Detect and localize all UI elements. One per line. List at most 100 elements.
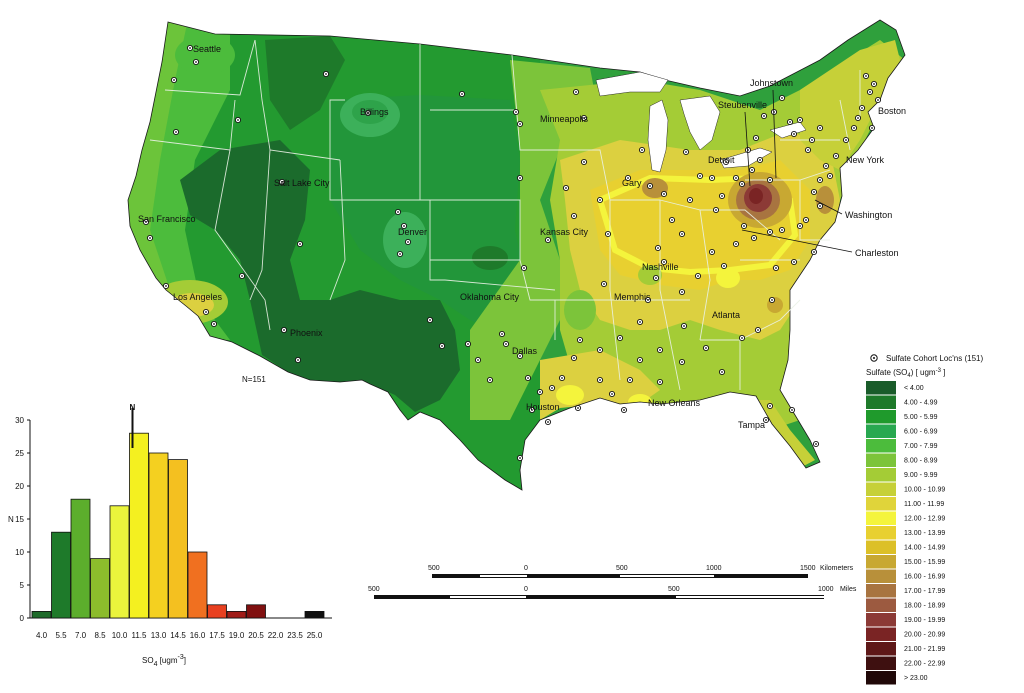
site-marker <box>528 406 536 414</box>
city-label-denver: Denver <box>398 227 427 237</box>
site-marker <box>870 80 878 88</box>
site-marker <box>790 130 798 138</box>
legend-class-label: 13.00 - 13.99 <box>904 530 945 537</box>
site-marker <box>580 158 588 166</box>
legend-class-label: 8.00 - 8.99 <box>904 458 938 465</box>
site-marker <box>668 216 676 224</box>
legend-class: 12.00 - 12.99 <box>866 511 945 525</box>
site-marker <box>772 264 780 272</box>
city-label-salt-lake-city: Salt Lake City <box>274 178 330 188</box>
legend-class: 10.00 - 10.99 <box>866 482 945 496</box>
histogram-bar <box>109 505 130 619</box>
legend-class: 7.00 - 7.99 <box>866 439 938 453</box>
legend-swatch <box>866 381 896 395</box>
legend-class: 18.00 - 18.99 <box>866 598 945 612</box>
legend-swatch <box>866 526 896 540</box>
city-label-atlanta: Atlanta <box>712 310 740 320</box>
site-marker <box>732 240 740 248</box>
site-marker <box>802 216 810 224</box>
site-marker <box>816 202 824 210</box>
site-marker <box>694 272 702 280</box>
site-marker <box>574 404 582 412</box>
site-marker <box>660 258 668 266</box>
histogram-bar <box>246 604 266 619</box>
histogram-y-tick-label: 25 <box>15 449 24 458</box>
legend-class-label: 4.00 - 4.99 <box>904 400 938 407</box>
legend-class-label: 16.00 - 16.99 <box>904 574 945 581</box>
sulfate-histogram: 0 5 10 15 20 25 30 4.0 5.5 7.0 8.5 10.0 11.5 13.0 14.… <box>8 403 332 668</box>
site-marker <box>638 146 646 154</box>
city-label-oklahoma-city: Oklahoma City <box>460 292 520 302</box>
city-leader-lines <box>741 89 853 253</box>
site-marker <box>796 222 804 230</box>
site-marker <box>862 72 870 80</box>
site-marker <box>866 88 874 96</box>
site-marker <box>170 76 178 84</box>
site-marker <box>438 342 446 350</box>
site-marker <box>660 190 668 198</box>
site-marker <box>854 114 862 122</box>
legend-class: 9.00 - 9.99 <box>866 468 938 482</box>
site-marker <box>702 344 710 352</box>
legend-class-label: 6.00 - 6.99 <box>904 429 938 436</box>
site-marker <box>400 222 408 230</box>
histogram-x-tick-label: 23.5 <box>287 631 303 640</box>
site-marker <box>558 374 566 382</box>
city-label-phoenix: Phoenix <box>290 328 323 338</box>
legend-class-label: 12.00 - 12.99 <box>904 516 945 523</box>
site-marker <box>656 378 664 386</box>
site-marker <box>576 336 584 344</box>
histogram-bar <box>70 498 91 619</box>
histogram-bar <box>90 558 110 619</box>
site-marker <box>816 124 824 132</box>
legend-class-label: 15.00 - 15.99 <box>904 559 945 566</box>
legend-class: 16.00 - 16.99 <box>866 569 945 583</box>
legend-class: < 4.00 <box>866 381 924 395</box>
site-marker <box>142 218 150 226</box>
site-marker <box>874 96 882 104</box>
mi-tick-2: 500 <box>668 586 680 593</box>
site-marker <box>570 354 578 362</box>
histogram-y-label: N <box>8 515 14 524</box>
site-marker <box>322 70 330 78</box>
legend-swatch <box>866 627 896 641</box>
legend-class-label: 10.00 - 10.99 <box>904 487 945 494</box>
mi-tick-1: 0 <box>524 586 528 593</box>
site-marker <box>754 326 762 334</box>
site-marker <box>604 230 612 238</box>
site-marker <box>826 172 834 180</box>
city-label-billings: Billings <box>360 107 389 117</box>
site-marker <box>760 112 768 120</box>
histogram-x-tick-label: 7.0 <box>75 631 87 640</box>
histogram-x-tick-label: 5.5 <box>55 631 67 640</box>
legend-swatch <box>866 569 896 583</box>
site-marker <box>750 234 758 242</box>
city-label-boston: Boston <box>878 106 906 116</box>
site-marker <box>718 368 726 376</box>
site-marker <box>748 166 756 174</box>
site-marker <box>832 152 840 160</box>
legend-class-label: 20.00 - 20.99 <box>904 632 945 639</box>
site-marker <box>394 208 402 216</box>
site-marker <box>686 196 694 204</box>
legend-class-label: 22.00 - 22.99 <box>904 661 945 668</box>
site-marker <box>474 356 482 364</box>
histogram-x-ticks: 4.0 5.5 7.0 8.5 10.0 11.5 13.0 14.5 16.0 17.5 19.0… <box>36 631 323 640</box>
mi-tick-0: 500 <box>368 586 380 593</box>
scale-bar-miles <box>374 595 824 599</box>
histogram-y-tick-label: 10 <box>15 548 24 557</box>
site-marker <box>426 316 434 324</box>
great-lakes <box>595 71 807 173</box>
histogram-x-tick-label: 14.5 <box>170 631 186 640</box>
site-marker <box>722 158 730 166</box>
legend-class-label: 5.00 - 5.99 <box>904 414 938 421</box>
histogram-x-tick-label: 16.0 <box>190 631 206 640</box>
site-marker <box>146 234 154 242</box>
histogram-x-tick-label: 22.0 <box>268 631 284 640</box>
site-marker <box>186 44 194 52</box>
histogram-bar <box>31 611 52 619</box>
city-label-los-angeles: Los Angeles <box>173 292 223 302</box>
site-marker <box>636 318 644 326</box>
site-marker <box>712 206 720 214</box>
site-marker <box>624 174 632 182</box>
